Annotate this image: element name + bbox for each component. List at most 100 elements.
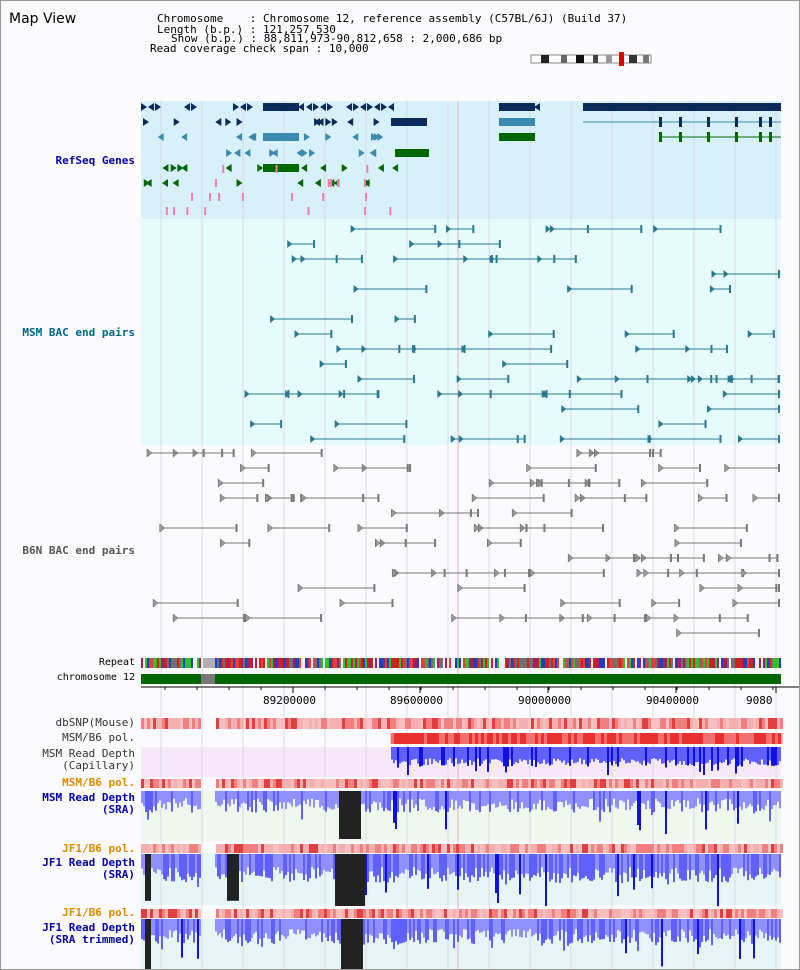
msm-pol2-cell xyxy=(558,779,561,788)
jf1-sra-depth xyxy=(721,854,723,883)
track-label-jf1-read-depth-sra[interactable]: JF1 Read Depth (SRA) xyxy=(42,856,135,881)
msm-capillary-depth xyxy=(639,747,641,764)
repeat-element xyxy=(363,658,365,668)
msm-sra-depth xyxy=(713,791,715,805)
jf1-trim-depth xyxy=(583,919,585,938)
msm-sra-depth xyxy=(721,791,723,801)
msm-sra-depth xyxy=(365,791,367,812)
dbsnp-cell xyxy=(723,718,726,729)
jf1-trim-depth xyxy=(487,919,489,931)
dbsnp-cell xyxy=(762,718,765,729)
jf1-trim-depth xyxy=(551,919,553,944)
msm-sra-depth xyxy=(459,791,461,806)
repeat-element xyxy=(267,658,269,668)
msm-pol2-cell xyxy=(465,779,468,788)
dbsnp-cell xyxy=(765,718,768,729)
dbsnp-cell xyxy=(753,718,756,729)
b6n-bac-end xyxy=(409,464,412,472)
jf1-trim-depth xyxy=(741,919,743,940)
track-label-msm-b6-pol-2[interactable]: MSM/B6 pol. xyxy=(62,776,135,789)
b6n-bac-end xyxy=(217,478,224,488)
msm-pol2-cell xyxy=(684,779,687,788)
msm-sra-depth xyxy=(605,791,607,799)
jf1-pol-cell xyxy=(339,844,342,853)
jf1-pol-cell xyxy=(504,844,507,853)
jf1-sra-depth xyxy=(511,854,513,878)
jf1-trim-depth xyxy=(631,919,633,938)
track-label-b6n-bac[interactable]: B6N BAC end pairs xyxy=(22,544,135,557)
refseq-pink-mark xyxy=(365,193,368,201)
msm-bac-end xyxy=(704,420,707,428)
gene-arrow xyxy=(298,103,304,111)
jf1-pol2-cell xyxy=(333,909,336,918)
repeat-element xyxy=(607,658,609,668)
msm-capillary-depth xyxy=(513,747,515,765)
dbsnp-cell xyxy=(153,718,156,729)
msm-pol-cell xyxy=(610,733,613,744)
jf1-pol-cell xyxy=(153,844,156,853)
track-label-jf1-b6-pol-1[interactable]: JF1/B6 pol. xyxy=(62,842,135,855)
dbsnp-cell xyxy=(264,718,267,729)
track-label-jf1-b6-pol-2[interactable]: JF1/B6 pol. xyxy=(62,906,135,919)
b6n-bac-end xyxy=(651,598,657,608)
jf1-pol-cell xyxy=(726,844,729,853)
msm-pol-cell xyxy=(628,733,631,744)
jf1-pol-cell xyxy=(711,844,714,853)
jf1-pol2-cell xyxy=(495,909,498,918)
msm-sra-depth xyxy=(389,791,391,811)
dbsnp-cell xyxy=(282,718,285,729)
jf1-pol2-cell xyxy=(219,909,222,918)
msm-sra-depth xyxy=(261,791,263,805)
msm-pol-cell xyxy=(780,733,783,744)
repeat-element xyxy=(381,658,383,668)
msm-sra-depth xyxy=(479,791,481,813)
msm-pol2-cell xyxy=(579,779,582,788)
b6n-bac-end xyxy=(262,479,265,487)
dbsnp-cell xyxy=(354,718,357,729)
msm-pol2-cell xyxy=(348,779,351,788)
repeat-element xyxy=(655,658,657,668)
jf1-pol-cell xyxy=(732,844,735,853)
b6n-bac-end xyxy=(320,614,323,622)
jf1-pol2-cell xyxy=(375,909,378,918)
jf1-trim-depth xyxy=(247,919,249,944)
msm-sra-depth xyxy=(379,791,381,803)
repeat-element xyxy=(649,658,651,668)
repeat-element xyxy=(485,658,487,668)
msm-sra-depth xyxy=(331,791,333,810)
jf1-trim-depth xyxy=(285,919,287,939)
track-label-msm-bac[interactable]: MSM BAC end pairs xyxy=(22,326,135,339)
jf1-trim-depth xyxy=(541,919,543,946)
track-label-msm-read-depth-sra[interactable]: MSM Read Depth (SRA) xyxy=(42,791,135,816)
jf1-trim-depth xyxy=(595,919,597,933)
msm-capillary-depth xyxy=(453,747,455,767)
jf1-pol2-cell xyxy=(681,909,684,918)
jf1-trim-depth xyxy=(633,919,635,930)
repeat-element xyxy=(397,658,399,668)
dbsnp-cell xyxy=(690,718,693,729)
jf1-sra-depth xyxy=(645,854,647,878)
jf1-pol2-cell xyxy=(276,909,279,918)
track-label-msm-read-depth-capillary[interactable]: MSM Read Depth (Capillary) xyxy=(42,747,135,772)
msm-capillary-depth xyxy=(705,747,707,764)
dbsnp-cell xyxy=(417,718,420,729)
b6n-bac-end xyxy=(248,539,251,547)
track-label-msm-b6-pol-1[interactable]: MSM/B6 pol. xyxy=(62,731,135,744)
track-label-dbsnp[interactable]: dbSNP(Mouse) xyxy=(55,716,135,729)
gene-exon xyxy=(679,132,682,142)
msm-pol2-cell xyxy=(351,779,354,788)
jf1-pol2-cell xyxy=(603,909,606,918)
jf1-sra-depth xyxy=(221,854,223,875)
gene-arrow xyxy=(162,164,169,172)
dbsnp-cell xyxy=(348,718,351,729)
jf1-pol-cell xyxy=(396,844,399,853)
jf1-trim-depth xyxy=(409,919,411,940)
msm-pol2-cell xyxy=(225,779,228,788)
gene-arrow xyxy=(313,118,320,126)
msm-capillary-depth xyxy=(509,747,511,760)
track-label-refseq[interactable]: RefSeq Genes xyxy=(55,154,135,167)
msm-pol-cell xyxy=(664,733,667,744)
track-label-jf1-read-depth-trimmed[interactable]: JF1 Read Depth (SRA trimmed) xyxy=(42,921,135,946)
b6n-bac-end xyxy=(732,598,739,608)
